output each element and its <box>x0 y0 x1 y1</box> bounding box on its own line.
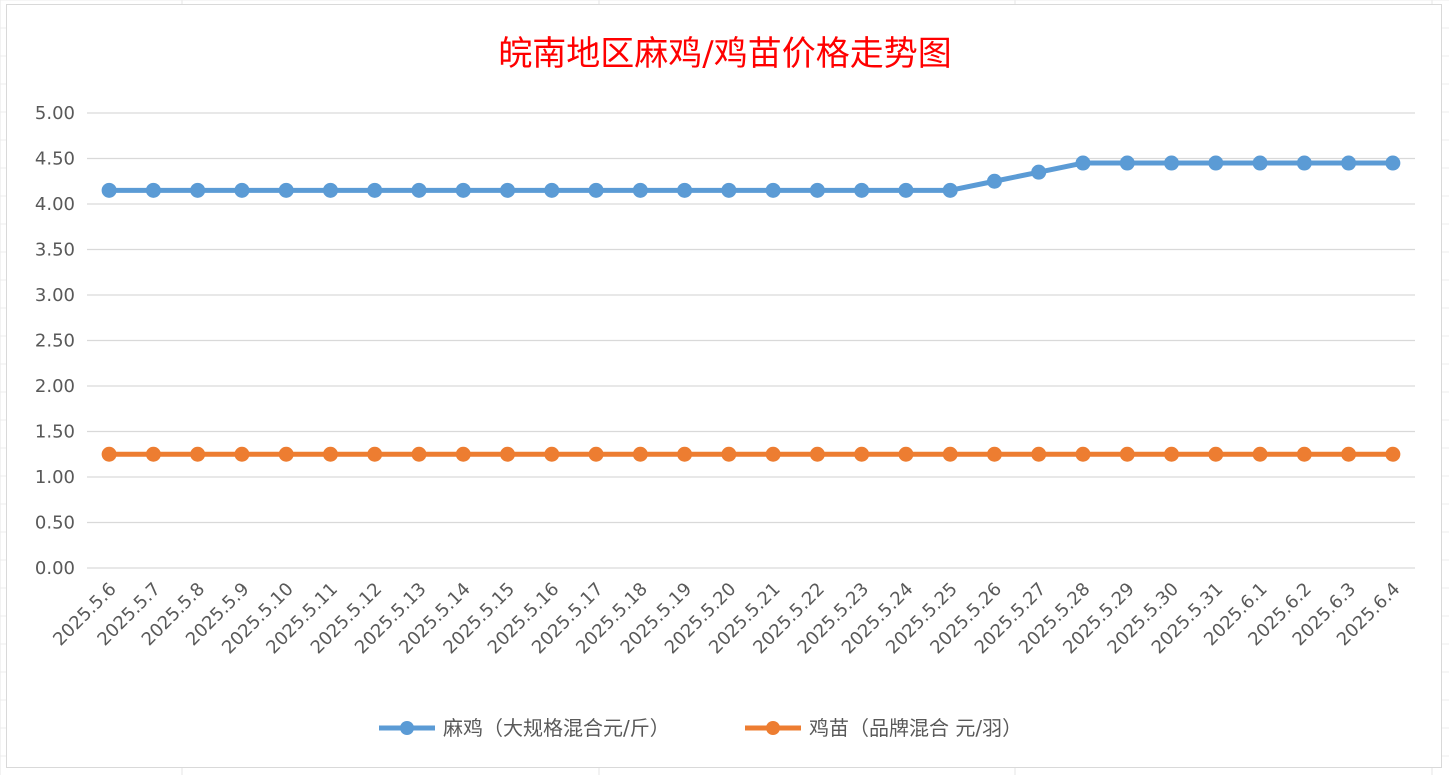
data-point <box>1385 446 1401 462</box>
y-tick-label: 3.00 <box>35 285 75 306</box>
y-tick-label: 1.00 <box>35 467 75 488</box>
y-tick-label: 0.00 <box>35 558 75 579</box>
data-point <box>322 446 338 462</box>
legend-item: 麻鸡（大规格混合元/斤） <box>379 716 670 740</box>
data-point <box>721 446 737 462</box>
data-point <box>145 182 161 198</box>
data-point <box>765 182 781 198</box>
data-point <box>1252 446 1268 462</box>
data-point <box>1296 155 1312 171</box>
data-point <box>1208 446 1224 462</box>
data-point <box>411 182 427 198</box>
data-point <box>1031 446 1047 462</box>
y-axis-tick-labels: 0.00 0.50 1.00 1.50 2.00 2.50 3.00 3.50 4.00 4.50… <box>35 103 75 579</box>
data-point <box>367 182 383 198</box>
data-point <box>1075 446 1091 462</box>
y-tick-label: 4.00 <box>35 194 75 215</box>
data-point <box>322 182 338 198</box>
data-point <box>809 182 825 198</box>
data-point <box>809 446 825 462</box>
y-tick-label: 2.00 <box>35 376 75 397</box>
data-point <box>677 182 693 198</box>
data-point <box>1296 446 1312 462</box>
data-point <box>1119 155 1135 171</box>
data-point <box>500 182 516 198</box>
data-point <box>278 182 294 198</box>
series-2 <box>101 446 1401 462</box>
legend-label: 鸡苗（品牌混合 元/羽） <box>809 716 1022 740</box>
legend-swatch-marker <box>766 721 780 735</box>
data-point <box>411 446 427 462</box>
x-axis-tick-labels: 2025.5.62025.5.72025.5.82025.5.92025.5.1… <box>49 579 1404 659</box>
y-tick-label: 0.50 <box>35 513 75 534</box>
data-point <box>1341 155 1357 171</box>
data-point <box>544 182 560 198</box>
data-point <box>588 446 604 462</box>
data-point <box>234 182 250 198</box>
data-point <box>190 182 206 198</box>
chart-frame[interactable]: 皖南地区麻鸡/鸡苗价格走势图 0.00 0.50 1.00 1.50 2.00 2.50 3… <box>6 4 1442 768</box>
data-point <box>898 446 914 462</box>
data-point <box>854 182 870 198</box>
data-point <box>632 446 648 462</box>
data-point <box>1164 155 1180 171</box>
data-point <box>1031 164 1047 180</box>
y-tick-label: 4.50 <box>35 149 75 170</box>
data-point <box>500 446 516 462</box>
y-tick-label: 5.00 <box>35 103 75 124</box>
data-point <box>544 446 560 462</box>
data-point <box>190 446 206 462</box>
data-point <box>632 182 648 198</box>
legend-label: 麻鸡（大规格混合元/斤） <box>443 716 670 740</box>
data-point <box>986 173 1002 189</box>
data-point <box>765 446 781 462</box>
y-tick-label: 3.50 <box>35 240 75 261</box>
chart-title: 皖南地区麻鸡/鸡苗价格走势图 <box>498 34 951 74</box>
legend: 麻鸡（大规格混合元/斤） 鸡苗（品牌混合 元/羽） <box>379 716 1022 740</box>
legend-swatch-marker <box>400 721 414 735</box>
data-point <box>145 446 161 462</box>
data-point <box>942 446 958 462</box>
data-point <box>1252 155 1268 171</box>
data-point <box>455 182 471 198</box>
series-line <box>106 160 1396 193</box>
data-point <box>1208 155 1224 171</box>
y-gridlines <box>87 112 1415 569</box>
data-point <box>367 446 383 462</box>
series-layer <box>101 155 1401 462</box>
data-point <box>1075 155 1091 171</box>
data-point <box>455 446 471 462</box>
data-point <box>1119 446 1135 462</box>
data-point <box>234 446 250 462</box>
series-1 <box>101 155 1401 198</box>
data-point <box>278 446 294 462</box>
data-point <box>588 182 604 198</box>
line-chart: 皖南地区麻鸡/鸡苗价格走势图 0.00 0.50 1.00 1.50 2.00 2.50 3… <box>35 34 1415 740</box>
data-point <box>101 446 117 462</box>
data-point <box>854 446 870 462</box>
y-tick-label: 2.50 <box>35 331 75 352</box>
data-point <box>1164 446 1180 462</box>
data-point <box>986 446 1002 462</box>
data-point <box>942 182 958 198</box>
legend-item: 鸡苗（品牌混合 元/羽） <box>745 716 1022 740</box>
y-tick-label: 1.50 <box>35 422 75 443</box>
data-point <box>677 446 693 462</box>
data-point <box>898 182 914 198</box>
data-point <box>1341 446 1357 462</box>
data-point <box>721 182 737 198</box>
data-point <box>101 182 117 198</box>
data-point <box>1385 155 1401 171</box>
